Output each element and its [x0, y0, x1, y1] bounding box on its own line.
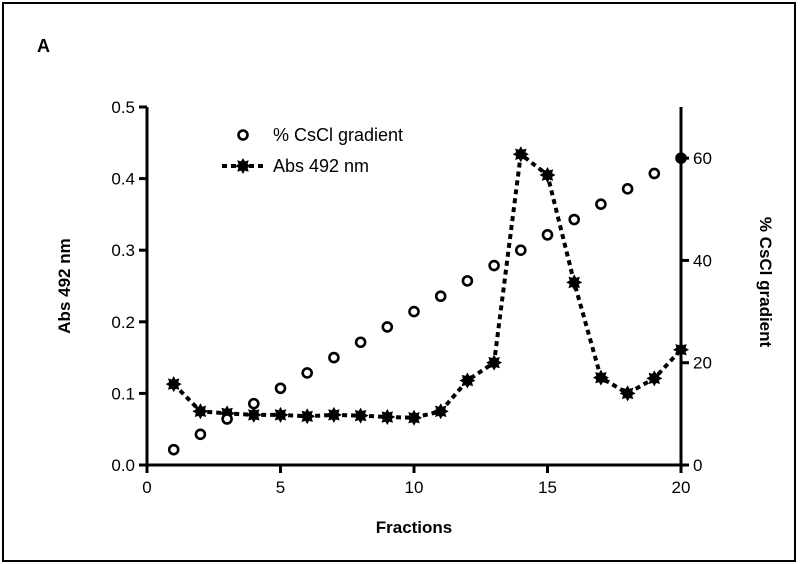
abs-492-point: [646, 370, 663, 387]
x-tick-label: 20: [672, 478, 691, 497]
abs-492-line: [172, 150, 683, 420]
abs-492-point: [325, 406, 342, 423]
cscl-gradient-point: [167, 443, 180, 456]
x-tick-label: 15: [538, 478, 557, 497]
legend-marker-abs: [235, 158, 251, 174]
cscl-gradient-point: [568, 213, 581, 226]
abs-492-point: [352, 407, 369, 424]
y-tick-label: 0.0: [111, 456, 135, 475]
y2-tick-label: 60: [693, 149, 712, 168]
cscl-gradient-point: [194, 428, 207, 441]
y-tick-label: 0.2: [111, 313, 135, 332]
y-tick-label: 0.1: [111, 384, 135, 403]
y-tick-label: 0.3: [111, 241, 135, 260]
cscl-gradient-point: [248, 397, 260, 410]
y-tick-label: 0.5: [111, 98, 135, 117]
cscl-gradient-point: [354, 336, 367, 349]
abs-492-point: [566, 274, 583, 291]
y2-tick-label: 40: [693, 251, 712, 270]
abs-492-point: [272, 406, 289, 423]
abs-492-point: [459, 372, 476, 389]
legend-star-shape: [235, 158, 251, 174]
abs-492-point: [619, 385, 636, 402]
abs-492-point: [512, 146, 529, 163]
cscl-gradient-point: [381, 321, 394, 333]
abs-492-point: [592, 369, 609, 386]
cscl-gradient-point: [514, 244, 527, 256]
abs-492-point: [165, 376, 182, 393]
abs-492-point: [432, 403, 449, 420]
abs-492-point: [245, 406, 262, 423]
cscl-gradient-point: [595, 198, 607, 210]
legend-label-abs: Abs 492 nm: [273, 156, 369, 176]
x-axis-title: Fractions: [376, 518, 453, 537]
abs-492-point: [379, 409, 396, 425]
cscl-gradient-point: [461, 275, 474, 287]
legend: % CsCl gradient Abs 492 nm: [222, 125, 403, 176]
cscl-gradient-point: [621, 183, 634, 195]
abs-492-point: [406, 409, 422, 426]
legend-label-cscl: % CsCl gradient: [273, 125, 403, 145]
y2-tick-label: 20: [693, 354, 712, 373]
y2-tick-label: 0: [693, 456, 702, 475]
cscl-gradient-point: [328, 351, 340, 364]
x-tick-label: 5: [276, 478, 285, 497]
abs-492-point: [673, 341, 689, 358]
x-tick-label: 10: [405, 478, 424, 497]
cscl-gradient-point: [434, 290, 447, 303]
legend-marker-cscl: [237, 129, 249, 141]
cscl-gradient-point: [274, 382, 287, 395]
abs-492-point: [539, 167, 556, 183]
cscl-gradient-point: [488, 259, 500, 272]
cscl-gradient-point: [301, 367, 314, 379]
panel-label: A: [37, 36, 50, 56]
y-axis-title: Abs 492 nm: [55, 238, 74, 333]
cscl-gradient-point: [408, 305, 420, 318]
chart-marks: [165, 146, 689, 456]
y-tick-label: 0.4: [111, 170, 135, 189]
cscl-gradient-point: [221, 413, 233, 425]
y2-axis-title: % CsCl gradient: [756, 217, 775, 348]
cscl-gradient-point: [541, 229, 554, 241]
cscl-gradient-point: [675, 152, 687, 164]
x-tick-label: 0: [142, 478, 151, 497]
abs-492-point: [299, 408, 316, 425]
cscl-gradient-point: [648, 167, 661, 180]
abs-492-point: [486, 354, 503, 371]
abs-492-point: [192, 403, 209, 420]
